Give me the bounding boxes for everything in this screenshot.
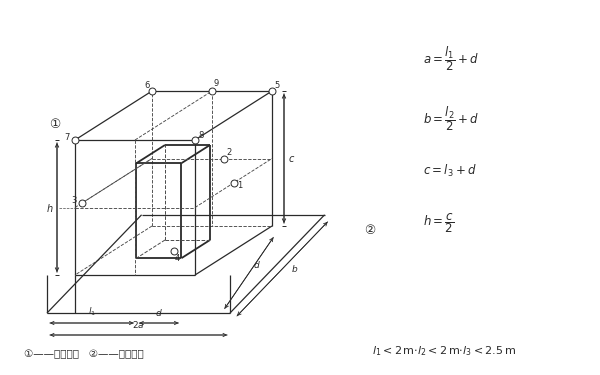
Text: $l_1<2\,\mathrm{m}{\cdot}l_2<2\,\mathrm{m}{\cdot}l_3<2.5\,\mathrm{m}$: $l_1<2\,\mathrm{m}{\cdot}l_2<2\,\mathrm{… [372,344,516,357]
Text: 3: 3 [71,196,76,205]
Text: $b=\dfrac{l_2}{2}+d$: $b=\dfrac{l_2}{2}+d$ [423,104,479,132]
Text: $d$: $d$ [253,258,260,270]
Text: $l_1$: $l_1$ [88,306,96,318]
Text: 8: 8 [199,130,203,140]
Text: $b$: $b$ [290,263,298,274]
Text: $c$: $c$ [289,153,296,164]
Text: ②: ② [364,224,376,237]
Text: $d$: $d$ [155,307,163,318]
Text: ①——发动机侧   ②——发电机侧: ①——发动机侧 ②——发电机侧 [24,350,144,359]
Text: $c=l_3+d$: $c=l_3+d$ [423,163,476,178]
Text: 9: 9 [214,80,218,88]
Text: $a=\dfrac{l_1}{2}+d$: $a=\dfrac{l_1}{2}+d$ [423,44,479,72]
Text: 2: 2 [226,148,232,157]
Text: ①: ① [49,118,61,132]
Text: 7: 7 [64,132,70,141]
Text: 5: 5 [274,81,280,90]
Text: $h=\dfrac{c}{2}$: $h=\dfrac{c}{2}$ [423,211,454,235]
Text: $2a$: $2a$ [132,319,145,330]
Text: 6: 6 [145,81,149,90]
Text: 1: 1 [237,182,242,190]
Text: $h$: $h$ [46,201,54,213]
Text: 4: 4 [175,254,180,263]
